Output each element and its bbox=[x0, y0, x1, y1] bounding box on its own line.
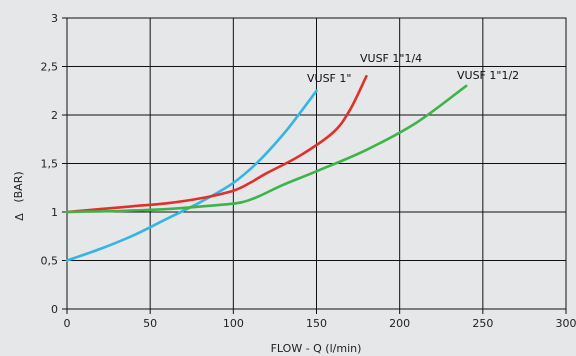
x-tick-label: 300 bbox=[556, 317, 576, 330]
series-label-vusf-1-1-4: VUSF 1"1/4 bbox=[360, 52, 422, 65]
x-tick-label: 0 bbox=[64, 317, 71, 330]
y-tick-label: 0 bbox=[51, 303, 58, 316]
y-tick-label: 1 bbox=[51, 206, 58, 219]
y-axis-title-unit: (BAR) bbox=[12, 171, 25, 202]
series-group bbox=[65, 74, 468, 262]
y-tick-label: 2 bbox=[51, 109, 58, 122]
y-tick-label: 1,5 bbox=[41, 158, 59, 171]
x-tick-label: 50 bbox=[143, 317, 157, 330]
x-tick-label: 200 bbox=[389, 317, 410, 330]
series-line-vusf-1-1-2 bbox=[65, 84, 468, 214]
series-labels: VUSF 1" VUSF 1"1/4 VUSF 1"1/2 bbox=[307, 52, 519, 85]
series-line-vusf-1-1-4 bbox=[65, 74, 368, 214]
axes: 0 50 100 150 200 250 300 0 0,5 1 1,5 2 2,5 3 bbox=[41, 12, 576, 330]
y-axis-title: (BAR) Δ bbox=[12, 171, 26, 220]
x-tick-label: 100 bbox=[223, 317, 244, 330]
y-tick-label: 2,5 bbox=[41, 61, 59, 74]
series-line-vusf-1 bbox=[65, 89, 318, 262]
y-axis-title-symbol: Δ bbox=[13, 213, 26, 221]
x-tick-label: 150 bbox=[306, 317, 327, 330]
x-axis-title: FLOW - Q (l/min) bbox=[271, 342, 362, 355]
y-tick-label: 3 bbox=[51, 12, 58, 25]
series-label-vusf-1-1-2: VUSF 1"1/2 bbox=[457, 69, 519, 82]
y-tick-label: 0,5 bbox=[41, 255, 59, 268]
grid bbox=[66, 17, 567, 310]
x-tick-label: 250 bbox=[472, 317, 493, 330]
series-label-vusf-1: VUSF 1" bbox=[307, 72, 351, 85]
